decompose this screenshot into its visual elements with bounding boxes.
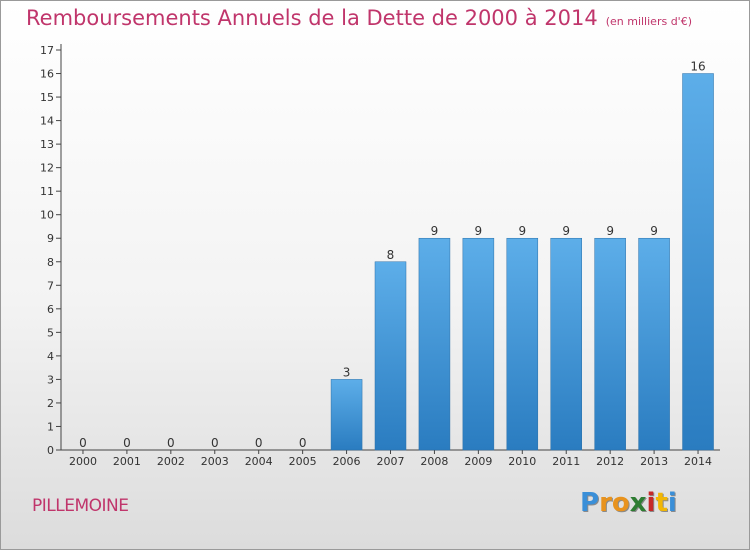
data-label: 9 xyxy=(518,224,526,238)
data-label: 16 xyxy=(690,60,705,74)
data-label: 9 xyxy=(650,224,658,238)
x-tick-label: 2002 xyxy=(157,455,185,468)
y-tick-label: 15 xyxy=(40,91,54,104)
x-tick-label: 2009 xyxy=(464,455,492,468)
x-tick-label: 2014 xyxy=(684,455,712,468)
y-tick-label: 1 xyxy=(47,420,54,433)
y-tick-label: 11 xyxy=(40,185,54,198)
bar xyxy=(506,237,539,451)
x-tick-label: 2007 xyxy=(377,455,405,468)
x-tick-label: 2003 xyxy=(201,455,229,468)
x-tick-label: 2008 xyxy=(420,455,448,468)
y-tick-label: 6 xyxy=(47,303,54,316)
x-tick-label: 2011 xyxy=(552,455,580,468)
logo-letter: i xyxy=(646,488,656,518)
y-tick-label: 10 xyxy=(40,209,54,222)
bar xyxy=(330,379,363,451)
logo-letter: i xyxy=(667,488,677,518)
y-tick-label: 16 xyxy=(40,68,54,81)
bar xyxy=(682,73,714,451)
x-tick-label: 2001 xyxy=(113,455,141,468)
y-tick-label: 2 xyxy=(47,397,54,410)
y-tick-label: 3 xyxy=(47,373,54,386)
y-tick-label: 9 xyxy=(47,232,54,245)
x-tick-label: 2000 xyxy=(69,455,97,468)
y-tick-label: 0 xyxy=(47,444,54,457)
bar xyxy=(638,237,670,451)
y-tick-label: 17 xyxy=(40,44,54,57)
bar xyxy=(374,261,407,451)
y-tick-label: 5 xyxy=(47,326,54,339)
x-tick-label: 2013 xyxy=(640,455,668,468)
data-label: 9 xyxy=(431,224,439,238)
x-tick-label: 2004 xyxy=(245,455,273,468)
y-tick-label: 13 xyxy=(40,138,54,151)
logo-letter: t xyxy=(655,488,668,518)
chart-title: Remboursements Annuels de la Dette de 20… xyxy=(26,6,692,30)
data-label: 3 xyxy=(343,365,351,379)
x-axis: 2000 2001 2002 2003 2004 2005 2006 2007 2008 2009… xyxy=(61,449,720,468)
y-tick-label: 8 xyxy=(47,256,54,269)
y-tick-label: 4 xyxy=(47,350,54,363)
data-label: 9 xyxy=(475,224,483,238)
chart-title-text: Remboursements Annuels de la Dette de 20… xyxy=(26,6,598,30)
data-label: 9 xyxy=(562,224,570,238)
y-tick-label: 14 xyxy=(40,115,54,128)
bar xyxy=(462,237,495,451)
data-label: 0 xyxy=(299,436,307,450)
y-tick-label: 7 xyxy=(47,279,54,292)
y-tick-label: 12 xyxy=(40,162,54,175)
place-name: PILLEMOINE xyxy=(32,496,129,516)
x-tick-label: 2012 xyxy=(596,455,624,468)
data-label: 8 xyxy=(387,248,395,262)
data-label: 0 xyxy=(167,436,175,450)
x-tick-label: 2005 xyxy=(289,455,317,468)
chart-subtitle: (en milliers d'€) xyxy=(605,15,692,28)
logo-letter: P xyxy=(580,488,600,518)
logo-letter: x xyxy=(629,488,647,518)
bars: 0 0 0 0 0 0 3 8 9 9 9 9 9 9 16 xyxy=(79,60,714,451)
data-label: 0 xyxy=(211,436,219,450)
bar xyxy=(418,237,451,451)
bar xyxy=(550,237,582,451)
data-label: 0 xyxy=(255,436,263,450)
bar xyxy=(594,237,626,451)
logo-letter: r xyxy=(599,488,612,518)
data-label: 0 xyxy=(123,436,131,450)
x-tick-label: 2006 xyxy=(333,455,361,468)
x-tick-label: 2010 xyxy=(508,455,536,468)
data-label: 9 xyxy=(606,224,614,238)
logo-letter: o xyxy=(611,488,630,518)
data-label: 0 xyxy=(79,436,87,450)
